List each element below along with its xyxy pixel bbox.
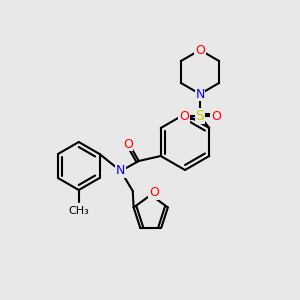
Text: CH₃: CH₃ — [68, 206, 89, 216]
Text: O: O — [149, 187, 159, 200]
Text: O: O — [123, 137, 133, 151]
Text: S: S — [196, 109, 204, 123]
Text: O: O — [211, 110, 221, 122]
Text: O: O — [179, 110, 189, 122]
Text: N: N — [195, 88, 205, 100]
Text: O: O — [195, 44, 205, 56]
Text: N: N — [116, 164, 125, 178]
